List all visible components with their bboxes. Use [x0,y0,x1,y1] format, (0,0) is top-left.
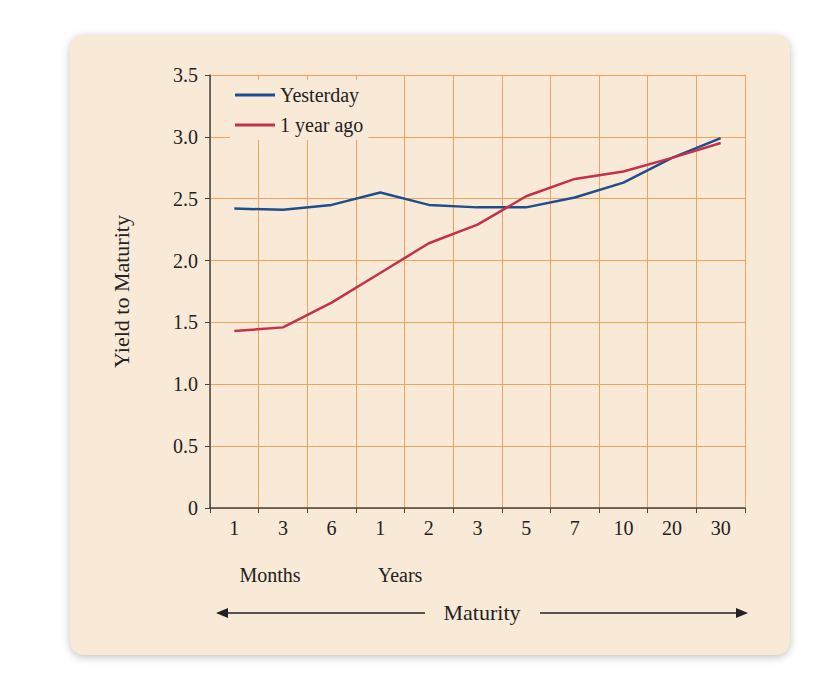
svg-text:Months: Months [239,564,300,586]
svg-text:2.5: 2.5 [173,188,198,210]
svg-text:Yield to Maturity: Yield to Maturity [109,215,134,368]
svg-text:10: 10 [613,517,633,539]
svg-text:3.0: 3.0 [173,126,198,148]
svg-text:1.0: 1.0 [173,373,198,395]
svg-text:2: 2 [424,517,434,539]
svg-text:3.5: 3.5 [173,64,198,86]
svg-text:Yesterday: Yesterday [280,84,359,107]
svg-text:6: 6 [327,517,337,539]
svg-text:Maturity: Maturity [444,600,521,625]
svg-text:1 year ago: 1 year ago [280,114,363,137]
svg-text:0: 0 [188,497,198,519]
svg-text:5: 5 [521,517,531,539]
svg-text:7: 7 [570,517,580,539]
svg-text:1.5: 1.5 [173,311,198,333]
svg-text:0.5: 0.5 [173,435,198,457]
svg-text:1: 1 [375,517,385,539]
svg-text:3: 3 [473,517,483,539]
svg-text:1: 1 [229,517,239,539]
svg-text:3: 3 [278,517,288,539]
svg-text:30: 30 [711,517,731,539]
svg-text:2.0: 2.0 [173,250,198,272]
svg-text:20: 20 [662,517,682,539]
svg-text:Years: Years [378,564,423,586]
